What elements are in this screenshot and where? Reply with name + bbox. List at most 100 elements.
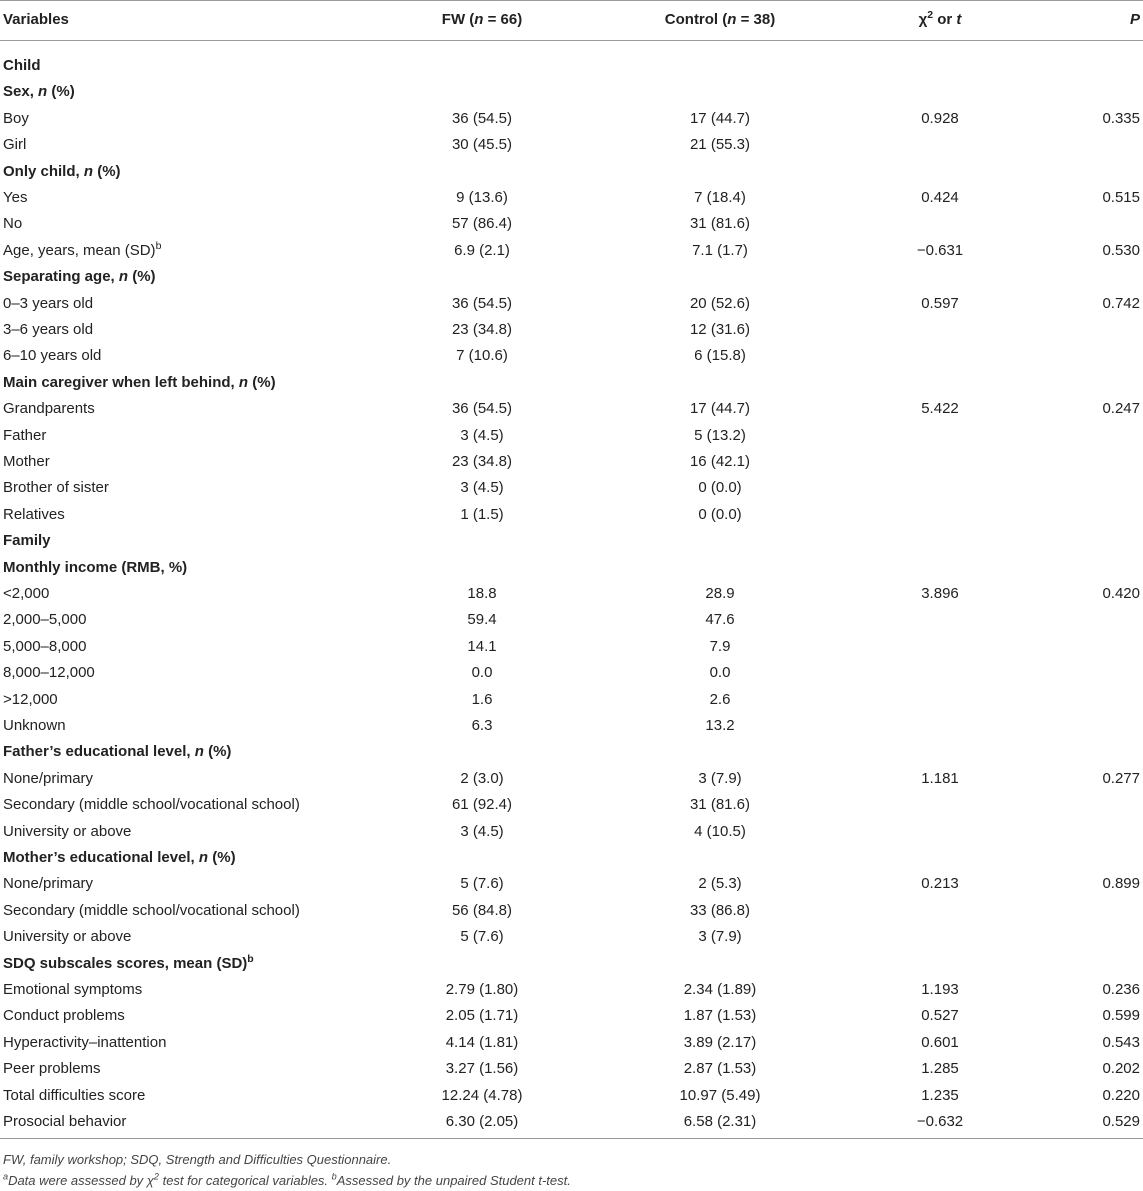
text-run: Peer problems — [3, 1060, 101, 1078]
text-run: 30 (45.5) — [451, 136, 513, 154]
table-cell: 23 (34.8) — [382, 451, 582, 473]
table-cell: 5.422 — [840, 398, 1040, 420]
table-cell: Girl — [3, 134, 403, 156]
table-cell: 6.58 (2.31) — [620, 1111, 820, 1133]
text-run: 0.202 — [1102, 1060, 1140, 1078]
table-cell: Unknown — [3, 715, 403, 737]
table-cell: 23 (34.8) — [382, 319, 582, 341]
text-run: 23 (34.8) — [451, 453, 513, 470]
text-run: 3 (4.5) — [460, 822, 504, 840]
text-run: 0.420 — [1102, 585, 1140, 602]
text-run: = 66) — [483, 11, 523, 28]
table-cell: 0.530 — [940, 240, 1140, 262]
table-cell: 2.05 (1.71) — [382, 1005, 582, 1027]
text-run: 18.8 — [467, 585, 497, 602]
superscript: b — [331, 1171, 337, 1182]
footnote: aData were assessed by χ2 test for categ… — [3, 1172, 571, 1190]
text-run: None/primary — [3, 769, 94, 787]
text-run: Main caregiver when left behind, — [3, 373, 239, 391]
table-cell: 4 (10.5) — [620, 821, 820, 843]
text-run: 47.6 — [705, 611, 735, 629]
table-cell: 0.236 — [940, 979, 1140, 1001]
text-run: Girl — [3, 136, 27, 154]
text-run: Father — [3, 426, 47, 444]
text-run: 1.235 — [921, 1086, 959, 1104]
text-run: <2,000 — [3, 585, 50, 602]
text-run: 7 (10.6) — [456, 347, 508, 365]
table-cell: 0.742 — [940, 293, 1140, 315]
table-cell: Grandparents — [3, 398, 403, 420]
table-cell: 2 (3.0) — [382, 768, 582, 790]
section-heading: Only child, n (%) — [3, 161, 403, 183]
text-run: (%) — [47, 83, 75, 101]
section-heading: Main caregiver when left behind, n (%) — [3, 372, 403, 394]
table-cell: Mother — [3, 451, 403, 473]
table-cell: −0.631 — [840, 240, 1040, 262]
text-run: (%) — [93, 162, 121, 180]
table-cell: Father — [3, 425, 403, 447]
table-cell: 3 (4.5) — [382, 477, 582, 499]
italic-run: P — [1129, 11, 1140, 28]
text-run: 2.6 — [709, 690, 731, 708]
text-run: SDQ subscales scores, mean (SD) — [3, 954, 248, 972]
text-run: 3–6 years old — [3, 321, 94, 338]
table-cell: 57 (86.4) — [382, 213, 582, 235]
text-run: 8,000–12,000 — [3, 664, 95, 682]
text-run: 5 (13.2) — [694, 426, 746, 444]
text-run: University or above — [3, 822, 132, 840]
text-run: 20 (52.6) — [689, 294, 751, 312]
table-cell: 0.899 — [940, 873, 1140, 895]
superscript: 2 — [153, 1171, 159, 1182]
table-cell: 3 (7.9) — [620, 768, 820, 790]
table-cell: 12 (31.6) — [620, 319, 820, 341]
text-run: Relatives — [3, 505, 65, 523]
text-run: 2 (3.0) — [460, 769, 504, 787]
table-cell: Total difficulties score — [3, 1085, 403, 1107]
table-cell: 36 (54.5) — [382, 108, 582, 130]
section-heading: Monthly income (RMB, %) — [3, 557, 403, 579]
table-cell: 0.202 — [940, 1058, 1140, 1080]
table-cell: 31 (81.6) — [620, 794, 820, 816]
text-run: 0.601 — [921, 1033, 959, 1051]
table-cell: Age, years, mean (SD)b — [3, 240, 403, 262]
text-run: Emotional symptoms — [3, 981, 143, 998]
table-cell: 20 (52.6) — [620, 293, 820, 315]
section-heading: Father’s educational level, n (%) — [3, 741, 403, 763]
table-cell: 7 (18.4) — [620, 187, 820, 209]
text-run: 0 (0.0) — [698, 479, 742, 497]
text-run: 1.87 (1.53) — [683, 1007, 757, 1025]
table-cell: 3.27 (1.56) — [382, 1058, 582, 1080]
table-cell: 1 (1.5) — [382, 504, 582, 526]
table-cell: Emotional symptoms — [3, 979, 403, 1001]
text-run: Secondary (middle school/vocational scho… — [3, 796, 300, 814]
text-run: 3 (4.5) — [460, 426, 504, 444]
italic-run: n — [38, 83, 48, 101]
table-cell: 6.9 (2.1) — [382, 240, 582, 262]
text-run: 0.515 — [1102, 189, 1140, 206]
text-run: 0.597 — [921, 294, 959, 312]
section-heading: Family — [3, 530, 403, 552]
text-run: 2.87 (1.53) — [683, 1060, 757, 1078]
text-run: 28.9 — [705, 585, 735, 602]
table-cell: 17 (44.7) — [620, 398, 820, 420]
text-run: 31 (81.6) — [689, 215, 751, 233]
text-run: 0.527 — [921, 1007, 959, 1025]
text-run: 0.220 — [1102, 1086, 1140, 1104]
text-run: (%) — [128, 268, 156, 286]
text-run: 5 (7.6) — [460, 928, 504, 946]
text-run: (%) — [248, 373, 276, 391]
text-run: None/primary — [3, 875, 94, 893]
superscript: a — [3, 1171, 9, 1182]
table-cell: None/primary — [3, 873, 403, 895]
text-run: 5 (7.6) — [460, 875, 504, 893]
text-run: Boy — [3, 109, 29, 127]
table-cell: 3 (4.5) — [382, 425, 582, 447]
text-run: 0.424 — [921, 189, 959, 206]
text-run: 6.9 (2.1) — [454, 241, 510, 259]
italic-run: n — [727, 11, 737, 28]
text-run: 0.530 — [1102, 241, 1140, 259]
header-cell: P — [940, 9, 1140, 31]
text-run: 5,000–8,000 — [3, 637, 87, 655]
text-run: 1.193 — [921, 981, 959, 998]
